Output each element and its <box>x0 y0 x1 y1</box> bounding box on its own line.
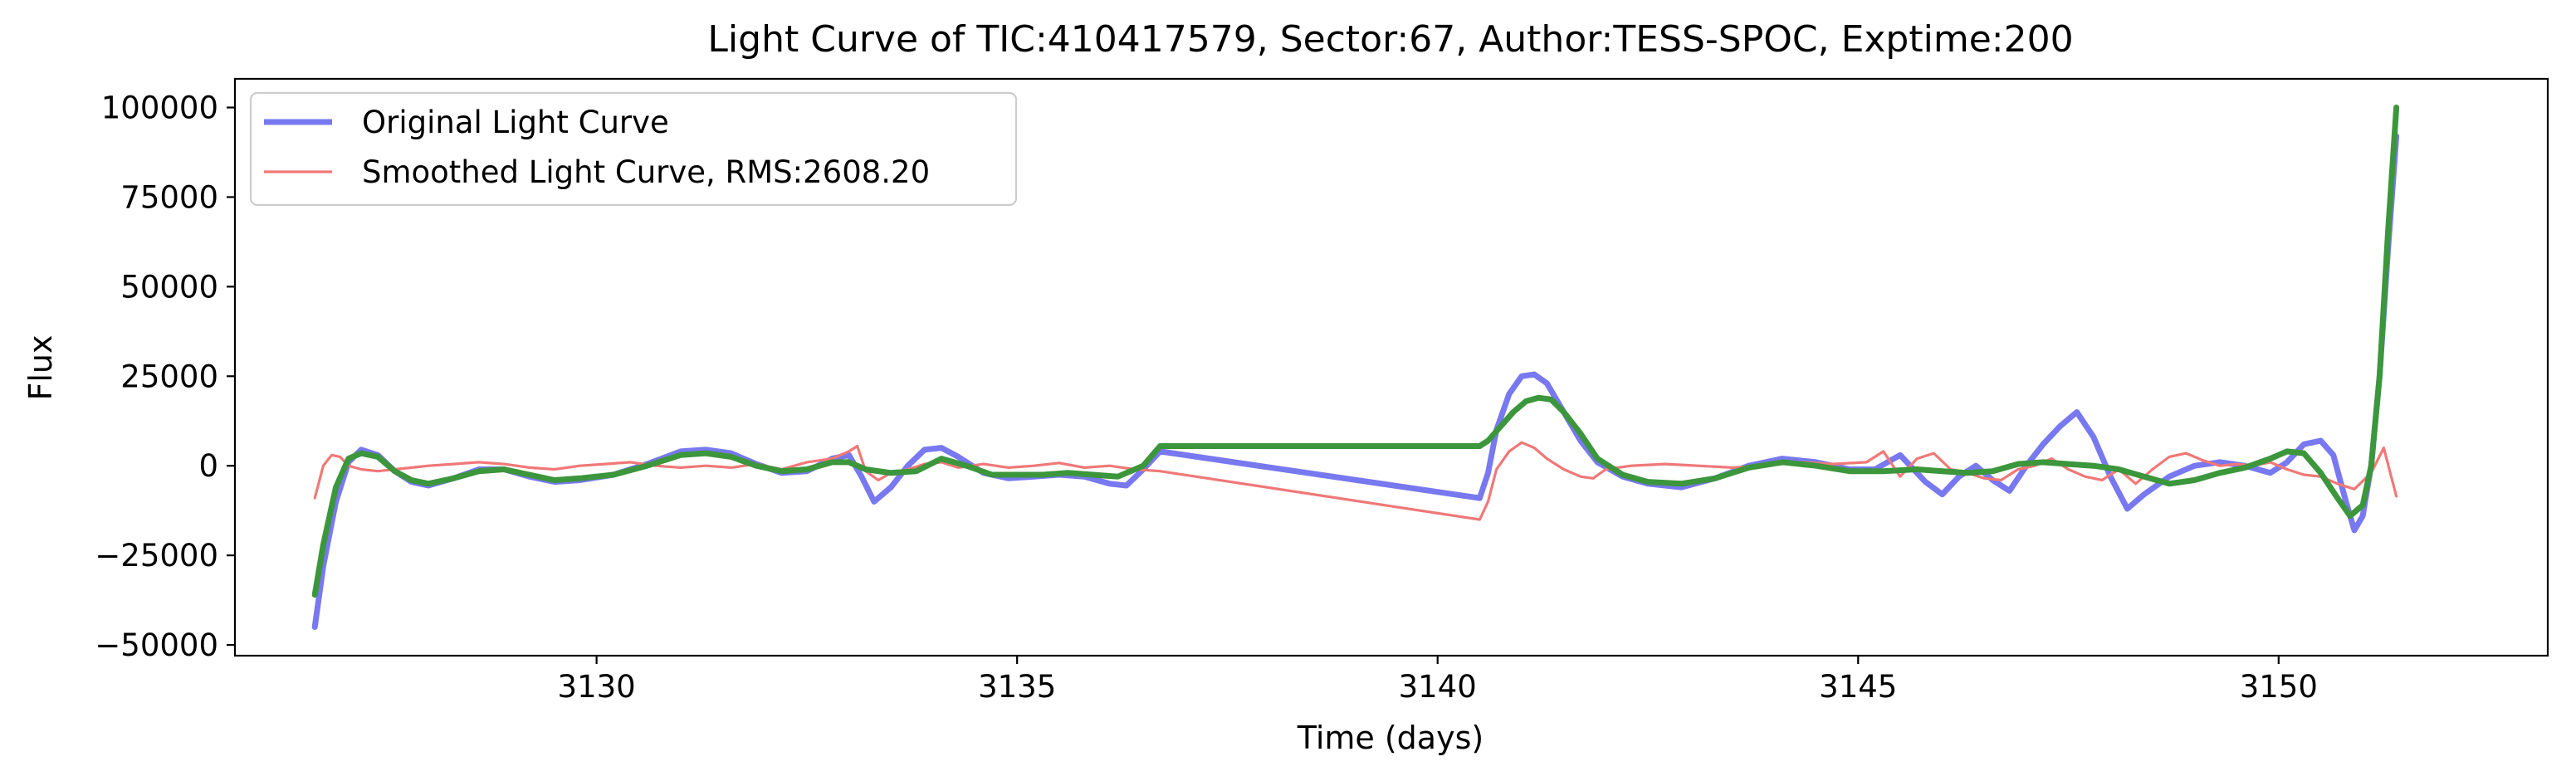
y-tick-label: 50000 <box>120 269 218 305</box>
y-tick-label: 75000 <box>120 179 218 215</box>
x-tick-label: 3145 <box>1819 669 1897 705</box>
plot-series <box>311 105 2400 630</box>
legend-label-original: Original Light Curve <box>362 105 669 140</box>
y-tick-label: −25000 <box>95 538 218 574</box>
series-line-original <box>311 133 2400 630</box>
legend-label-smoothed: Smoothed Light Curve, RMS:2608.20 <box>362 154 930 190</box>
x-tick-label: 3150 <box>2240 669 2318 705</box>
legend: Original Light Curve Smoothed Light Curv… <box>249 91 1018 207</box>
plot-frame <box>233 77 2549 657</box>
x-tick-label: 3140 <box>1399 669 1477 705</box>
x-tick-label: 3130 <box>558 669 636 705</box>
y-tick-label: 0 <box>198 448 218 484</box>
x-axis-ticks: 3130 3135 3140 3145 3150 <box>558 656 2318 705</box>
y-tick-label: 25000 <box>120 359 218 394</box>
y-tick-label: −50000 <box>95 627 218 663</box>
legend-box <box>249 91 1018 207</box>
series-line-fit <box>311 105 2400 598</box>
x-axis-label: Time (days) <box>1297 720 1484 756</box>
y-axis-ticks: −50000 −25000 0 25000 50000 75000 100000 <box>95 90 235 663</box>
x-tick-label: 3135 <box>978 669 1056 705</box>
y-axis-label: Flux <box>22 335 59 401</box>
y-tick-label: 100000 <box>101 90 218 126</box>
chart-title: Light Curve of TIC:410417579, Sector:67,… <box>707 18 2073 61</box>
